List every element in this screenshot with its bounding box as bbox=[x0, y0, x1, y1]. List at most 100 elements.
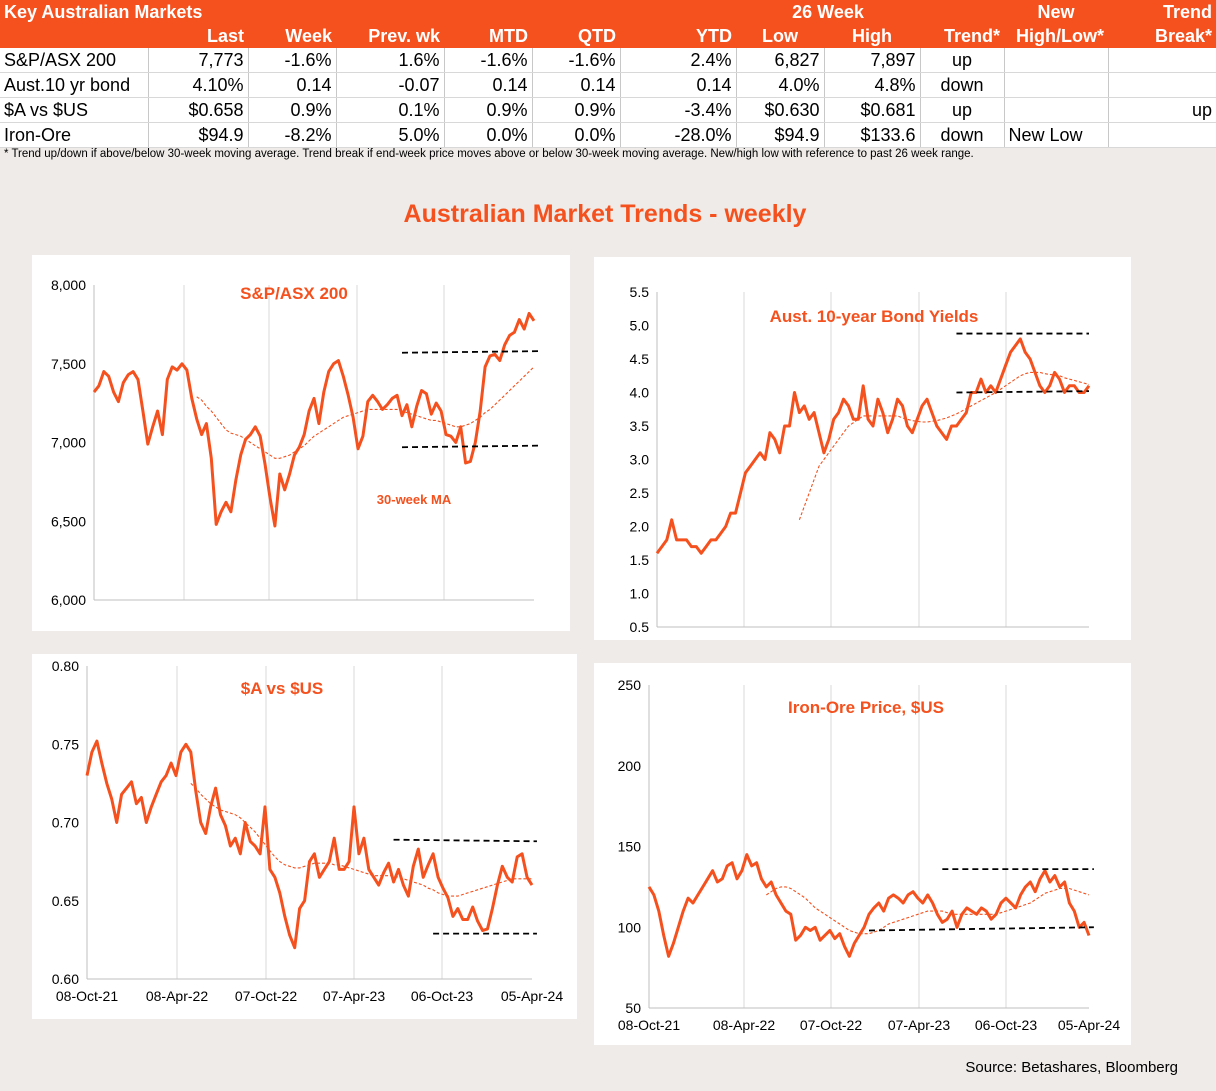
y-tick-label: 0.70 bbox=[52, 815, 79, 831]
y-tick-label: 1.0 bbox=[630, 586, 650, 602]
source-note: Source: Betashares, Bloomberg bbox=[965, 1059, 1178, 1076]
series-line-price bbox=[92, 311, 536, 528]
header-blank bbox=[0, 24, 148, 48]
header-col: Break* bbox=[1108, 24, 1216, 48]
x-tick-label: 07-Apr-23 bbox=[888, 1017, 950, 1033]
chart-panel-bond-yields: 0.5 1.0 1.5 2.0 2.5 3.0 3.5 4.0 4.5 5.0 5.5 Aust. 1… bbox=[594, 257, 1131, 640]
series-line-ma bbox=[798, 371, 1090, 520]
range-band-line bbox=[401, 350, 539, 354]
y-tick-label: 0.80 bbox=[52, 658, 79, 674]
chart-panel-asx200: 6,000 6,500 7,000 7,500 8,000 S&P/ASX 200 30-w… bbox=[32, 255, 570, 631]
x-tick-label: 06-Oct-23 bbox=[975, 1017, 1037, 1033]
y-tick-label: 4.5 bbox=[630, 351, 650, 367]
y-tick-label: 3.5 bbox=[630, 418, 650, 434]
range-band-line bbox=[956, 390, 1090, 394]
table-cell: 2.4% bbox=[619, 48, 737, 73]
y-tick-label: 50 bbox=[625, 1000, 641, 1016]
table-cell: 5.0% bbox=[335, 122, 444, 148]
table-cell: -1.6% bbox=[247, 48, 336, 73]
x-tick-label: 05-Apr-24 bbox=[501, 988, 563, 1004]
table-cell: 0.0% bbox=[531, 122, 621, 148]
series-line-ma bbox=[765, 886, 1090, 935]
series-line-price bbox=[655, 337, 1091, 555]
table-cell: up bbox=[919, 48, 1005, 73]
y-tick-label: 2.5 bbox=[630, 485, 650, 501]
table-cell: -28.0% bbox=[619, 122, 737, 148]
table-cell: 4.0% bbox=[735, 72, 825, 98]
x-tick-label: 07-Oct-22 bbox=[235, 988, 297, 1004]
x-tick-label: 05-Apr-24 bbox=[1058, 1017, 1120, 1033]
series-line-price bbox=[85, 739, 534, 950]
table-cell: -1.6% bbox=[443, 48, 533, 73]
table-row: Aust.10 yr bond 4.10% 0.14 -0.07 0.14 0.14 0.1… bbox=[0, 72, 1216, 98]
page-title: Australian Market Trends - weekly bbox=[403, 200, 807, 228]
table-cell: 0.14 bbox=[531, 72, 621, 98]
table-body: S&P/ASX 200 7,773 -1.6% 1.6% -1.6% -1.6% 2.4% 6… bbox=[0, 48, 1216, 148]
x-tick-label: 08-Oct-21 bbox=[618, 1017, 680, 1033]
chart-title: S&P/ASX 200 bbox=[240, 284, 348, 303]
row-label: Iron-Ore bbox=[0, 122, 148, 148]
table-cell: 1.6% bbox=[335, 48, 444, 73]
y-tick-label: 1.5 bbox=[630, 552, 650, 568]
y-tick-label: 5.5 bbox=[630, 284, 650, 300]
table-cell bbox=[1003, 72, 1109, 98]
chart-title: $A vs $US bbox=[241, 679, 324, 698]
table-cell: $94.9 bbox=[147, 122, 248, 148]
table-title: Key Australian Markets bbox=[0, 0, 533, 24]
table-cell: up bbox=[1107, 97, 1216, 123]
header-spacer bbox=[620, 0, 737, 24]
y-tick-label: 5.0 bbox=[630, 318, 650, 334]
table-cell: down bbox=[919, 122, 1005, 148]
table-cell: 0.14 bbox=[247, 72, 336, 98]
table-cell bbox=[1107, 48, 1216, 73]
table-cell: -1.6% bbox=[531, 48, 621, 73]
series-line-ma bbox=[190, 782, 532, 897]
table-row: S&P/ASX 200 7,773 -1.6% 1.6% -1.6% -1.6% 2.4% 6… bbox=[0, 48, 1216, 73]
header-col: Week bbox=[248, 24, 336, 48]
table-cell: -0.07 bbox=[335, 72, 444, 98]
table-cell bbox=[1107, 122, 1216, 148]
y-tick-label: 0.65 bbox=[52, 893, 79, 909]
y-tick-label: 6,500 bbox=[51, 513, 86, 529]
y-tick-label: 100 bbox=[618, 919, 642, 935]
table-cell: 0.9% bbox=[531, 97, 621, 123]
table-cell: 0.9% bbox=[247, 97, 336, 123]
y-tick-label: 0.75 bbox=[52, 736, 79, 752]
row-label: Aust.10 yr bond bbox=[0, 72, 148, 98]
table-cell bbox=[1003, 48, 1109, 73]
header-trend: Trend bbox=[1108, 0, 1216, 24]
header-group-26-week: 26 Week bbox=[736, 0, 921, 24]
x-tick-label: 07-Apr-23 bbox=[323, 988, 385, 1004]
table-cell: 0.14 bbox=[619, 72, 737, 98]
header-col: High/Low* bbox=[1004, 24, 1109, 48]
x-tick-label: 07-Oct-22 bbox=[800, 1017, 862, 1033]
y-tick-label: 7,500 bbox=[51, 356, 86, 372]
chart-panel-iron-ore: 50 100 150 200 250 08-Oct-21 08-Apr-22 07-Oct-2… bbox=[594, 663, 1131, 1045]
table-cell: 0.0% bbox=[443, 122, 533, 148]
header-col: Trend* bbox=[920, 24, 1005, 48]
table-cell: $0.630 bbox=[735, 97, 825, 123]
x-tick-label: 06-Oct-23 bbox=[411, 988, 473, 1004]
y-tick-label: 3.0 bbox=[630, 452, 650, 468]
range-band-line bbox=[868, 926, 1094, 932]
markets-table-container: Key Australian Markets 26 Week New Trend… bbox=[0, 0, 1216, 148]
y-tick-label: 4.0 bbox=[630, 385, 650, 401]
range-band-line bbox=[393, 838, 537, 843]
table-cell: 0.14 bbox=[443, 72, 533, 98]
header-col: MTD bbox=[444, 24, 533, 48]
table-cell: 4.10% bbox=[147, 72, 248, 98]
table-cell: up bbox=[919, 97, 1005, 123]
table-header-row-2: Last Week Prev. wk MTD QTD YTD Low High … bbox=[0, 24, 1216, 48]
table-cell: 0.9% bbox=[443, 97, 533, 123]
header-col: QTD bbox=[532, 24, 621, 48]
y-tick-label: 200 bbox=[618, 758, 642, 774]
chart-asx200: 6,000 6,500 7,000 7,500 8,000 S&P/ASX 200 30-w… bbox=[51, 277, 539, 608]
chart-panel-aud-usd: 0.60 0.65 0.70 0.75 0.80 08-Oct-21 08-Apr-22 07… bbox=[32, 654, 577, 1019]
table-cell: down bbox=[919, 72, 1005, 98]
y-tick-label: 0.5 bbox=[630, 619, 650, 635]
table-cell bbox=[1107, 72, 1216, 98]
y-tick-label: 150 bbox=[618, 839, 642, 855]
header-col: Last bbox=[148, 24, 248, 48]
header-col: YTD bbox=[620, 24, 737, 48]
markets-table: Key Australian Markets 26 Week New Trend… bbox=[0, 0, 1216, 148]
